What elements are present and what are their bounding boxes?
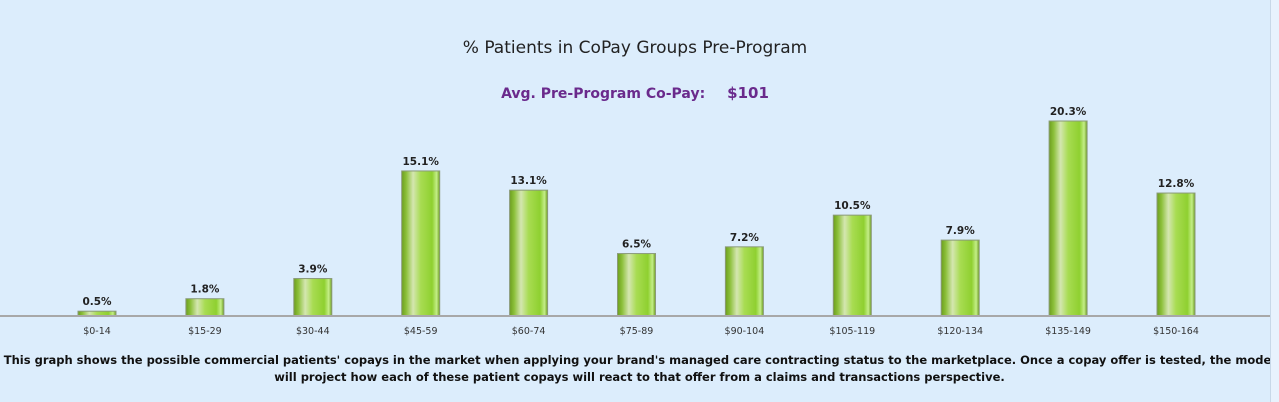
data-label: 20.3% <box>1050 106 1087 118</box>
scrollbar[interactable] <box>1270 0 1279 402</box>
bar-chart: 0.5% $0-14 1.8% $15-29 3.9% $30-44 15.1% $45-59… <box>0 106 1279 337</box>
x-tick-label: $75-89 <box>620 326 654 337</box>
data-label: 6.5% <box>622 239 652 251</box>
x-tick-label: $150-164 <box>1153 326 1199 337</box>
bar-$135-149 <box>1048 120 1088 317</box>
avg-copay: Avg. Pre-Program Co-Pay: $101 <box>0 84 1270 102</box>
avg-copay-label: Avg. Pre-Program Co-Pay: <box>501 86 706 102</box>
data-label: 13.1% <box>510 175 547 187</box>
chart-caption: This graph shows the possible commercial… <box>3 353 1276 384</box>
data-label: 3.9% <box>298 264 328 276</box>
bar-$120-134 <box>940 239 980 317</box>
x-tick-label: $90-104 <box>725 326 765 337</box>
data-label: 0.5% <box>82 296 112 308</box>
data-label: 7.2% <box>730 232 760 244</box>
bar-$75-89 <box>617 253 656 317</box>
bar-$150-164 <box>1156 192 1196 317</box>
x-tick-label: $45-59 <box>404 326 438 337</box>
x-tick-label: $105-119 <box>829 326 875 337</box>
x-tick-label: $135-149 <box>1045 326 1091 337</box>
data-label: 15.1% <box>402 156 439 168</box>
x-tick-label: $60-74 <box>512 326 546 337</box>
data-label: 12.8% <box>1158 178 1195 190</box>
data-label: 1.8% <box>190 284 220 296</box>
bar-$30-44 <box>293 278 333 317</box>
x-tick-label: $0-14 <box>83 326 111 337</box>
bar-$105-119 <box>832 214 872 317</box>
data-label: 7.9% <box>946 225 976 237</box>
bar-$60-74 <box>509 189 549 317</box>
x-tick-label: $120-134 <box>937 326 983 337</box>
bar-$90-104 <box>724 246 764 317</box>
x-tick-label: $30-44 <box>296 326 330 337</box>
chart-title: % Patients in CoPay Groups Pre-Program <box>462 38 808 58</box>
bar-$15-29 <box>185 298 225 317</box>
x-tick-label: $15-29 <box>188 326 222 337</box>
avg-copay-value: $101 <box>727 84 769 102</box>
bar-$45-59 <box>401 170 441 317</box>
data-label: 10.5% <box>834 200 871 212</box>
